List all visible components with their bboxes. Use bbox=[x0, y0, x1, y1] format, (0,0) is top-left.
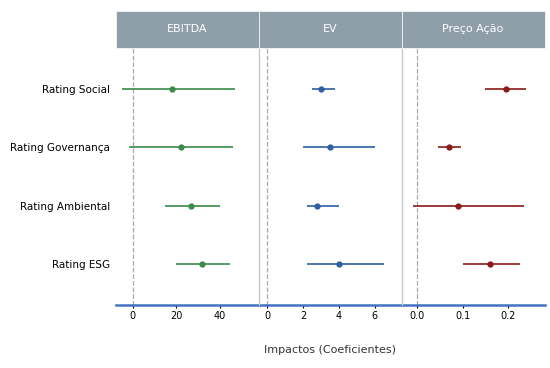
Text: Impactos (Coeficientes): Impactos (Coeficientes) bbox=[264, 345, 396, 355]
Text: Preço Ação: Preço Ação bbox=[442, 24, 504, 35]
Text: EV: EV bbox=[323, 24, 337, 35]
Text: EBITDA: EBITDA bbox=[167, 24, 207, 35]
